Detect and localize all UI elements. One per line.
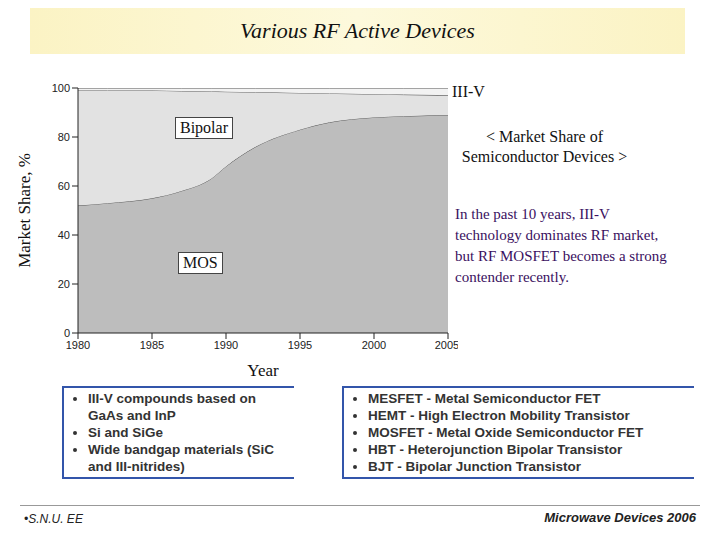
svg-text:2000: 2000 bbox=[362, 339, 386, 351]
svg-text:1980: 1980 bbox=[66, 339, 90, 351]
html-text:MESFET - Metal Semiconductor F: MESFET - Metal Semiconductor FET bbox=[368, 391, 601, 406]
svg-text:1985: 1985 bbox=[140, 339, 164, 351]
svg-text:1990: 1990 bbox=[214, 339, 238, 351]
html-text:Si and SiGe: Si and SiGe bbox=[88, 425, 163, 440]
svg-text:80: 80 bbox=[58, 131, 70, 143]
html-text:< Market Share of Semiconducto: < Market Share of Semiconductor Devices … bbox=[461, 128, 628, 165]
svg-text:100: 100 bbox=[52, 82, 70, 94]
html-text:BJT - Bipolar Junction Transis: BJT - Bipolar Junction Transistor bbox=[368, 459, 581, 474]
html-text:MOS: MOS bbox=[183, 254, 218, 271]
html-text:Wide bandgap materials (SiC an: Wide bandgap materials (SiC and III-nitr… bbox=[88, 442, 274, 474]
svg-text:1995: 1995 bbox=[288, 339, 312, 351]
html-text:Bipolar: Bipolar bbox=[180, 119, 228, 136]
svg-text:Year: Year bbox=[247, 361, 279, 378]
svg-text:2005: 2005 bbox=[435, 339, 458, 351]
html-text:III-V: III-V bbox=[452, 83, 485, 100]
html-text:Various RF Active Devices: Various RF Active Devices bbox=[240, 18, 475, 43]
svg-text:60: 60 bbox=[58, 180, 70, 192]
html-text:HBT - Heterojunction Bipolar T: HBT - Heterojunction Bipolar Transistor bbox=[368, 442, 623, 457]
html-text:Microwave Devices 2006: Microwave Devices 2006 bbox=[544, 510, 696, 525]
html-text:III-V compounds based on GaAs: III-V compounds based on GaAs and InP bbox=[88, 391, 256, 423]
svg-text:20: 20 bbox=[58, 278, 70, 290]
svg-text:0: 0 bbox=[64, 327, 70, 339]
html-text:•S.N.U. EE: •S.N.U. EE bbox=[24, 512, 83, 526]
html-text:MOSFET - Metal Oxide Semicondu: MOSFET - Metal Oxide Semiconductor FET bbox=[368, 425, 644, 440]
svg-text:40: 40 bbox=[58, 229, 70, 241]
html-text:In the past 10 years, III-V te: In the past 10 years, III-V technology d… bbox=[455, 206, 667, 285]
svg-text:Market Share, %: Market Share, % bbox=[18, 153, 34, 268]
html-text:HEMT - High Electron Mobility: HEMT - High Electron Mobility Transistor bbox=[368, 408, 630, 423]
